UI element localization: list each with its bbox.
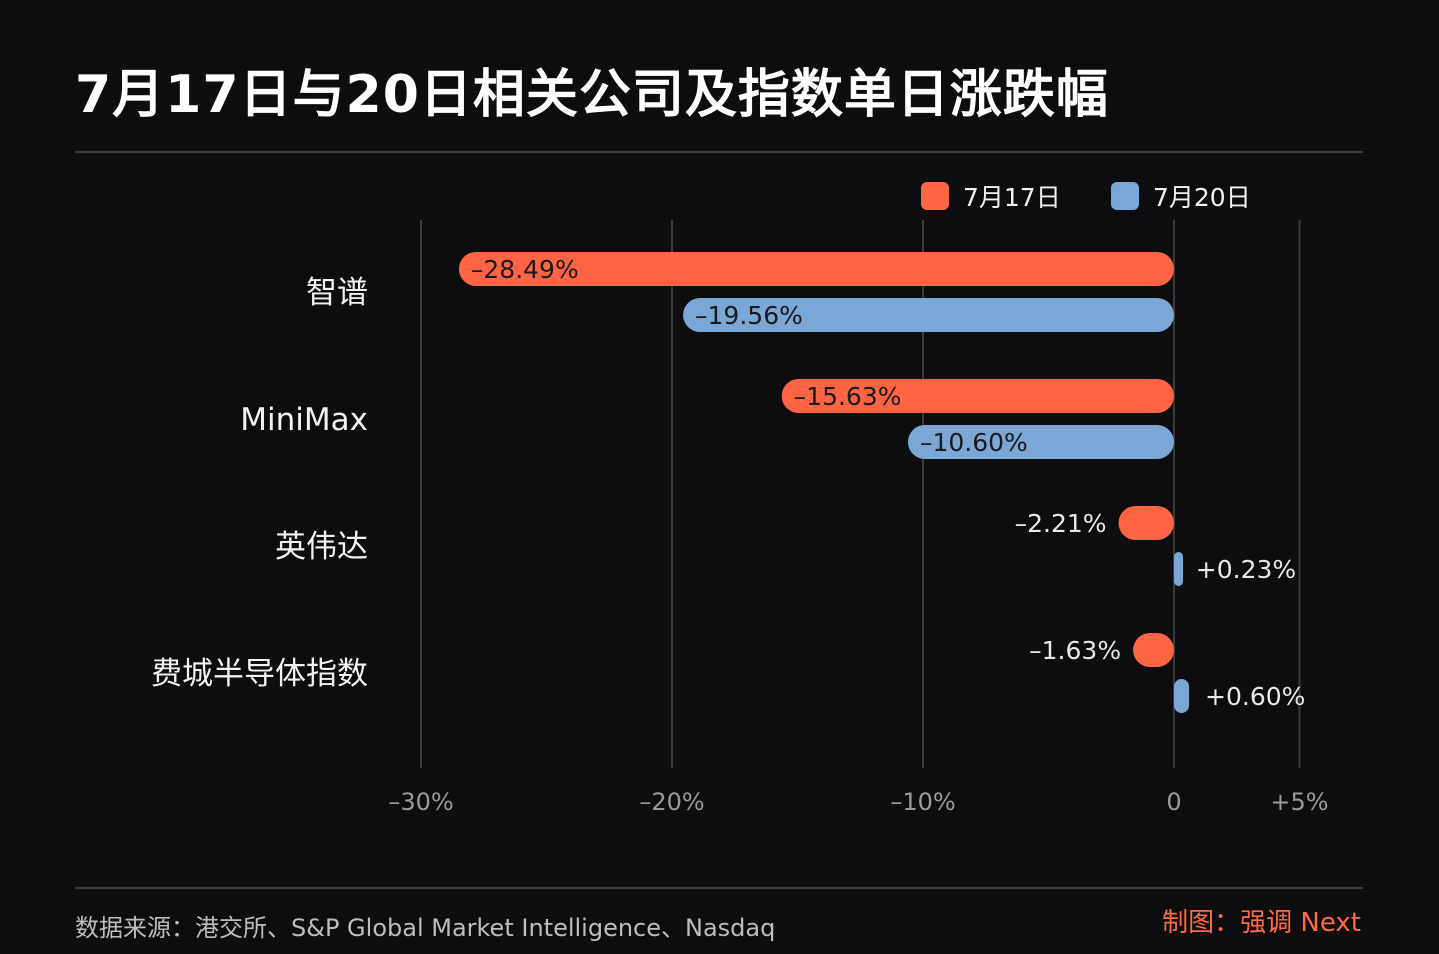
- category-label: 智谱: [306, 275, 368, 311]
- category-label: 英伟达: [275, 529, 368, 565]
- bar: [1174, 679, 1190, 713]
- legend-label-jul20: 7月20日: [1153, 183, 1251, 212]
- data-label: –2.21%: [1015, 509, 1107, 538]
- data-label: –1.63%: [1029, 636, 1121, 665]
- x-tick-label: –20%: [639, 788, 704, 816]
- legend-label-jul17: 7月17日: [963, 183, 1061, 212]
- data-source-note: 数据来源：港交所、S&P Global Market Intelligence、…: [75, 914, 776, 942]
- chart-title: 7月17日与20日相关公司及指数单日涨跌幅: [75, 65, 1109, 125]
- bar: [907, 425, 1174, 459]
- category-label: 费城半导体指数: [151, 656, 368, 692]
- x-tick-label: –10%: [890, 788, 955, 816]
- data-label: –10.60%: [920, 428, 1028, 457]
- x-tick-label: +5%: [1270, 788, 1328, 816]
- legend-item-jul17: 7月17日: [921, 178, 1061, 214]
- title-divider: [75, 151, 1363, 153]
- bar: [458, 252, 1174, 286]
- x-tick-label: –30%: [388, 788, 453, 816]
- bar: [1174, 552, 1183, 586]
- bar: [683, 298, 1174, 332]
- legend-swatch-jul20: [1111, 182, 1139, 210]
- data-label: +0.23%: [1196, 555, 1296, 584]
- bar: [781, 379, 1174, 413]
- data-label: –15.63%: [794, 382, 902, 411]
- bar: [1118, 506, 1174, 540]
- legend-swatch-jul17: [921, 182, 949, 210]
- data-label: +0.60%: [1205, 682, 1305, 711]
- chart-credit: 制图：强调 Next: [1162, 908, 1361, 938]
- legend-item-jul20: 7月20日: [1111, 178, 1251, 214]
- category-label: MiniMax: [240, 402, 368, 438]
- bar: [1133, 633, 1174, 667]
- footer-divider: [75, 887, 1363, 889]
- data-label: –28.49%: [471, 255, 579, 284]
- data-label: –19.56%: [695, 301, 803, 330]
- x-tick-label: 0: [1166, 788, 1181, 816]
